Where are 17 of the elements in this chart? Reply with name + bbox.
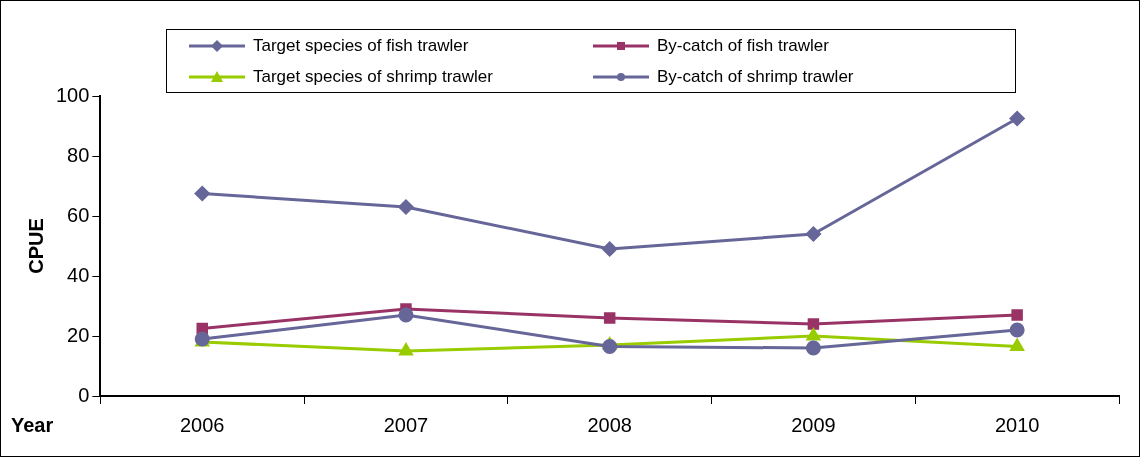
y-tick-label: 20 (67, 323, 90, 346)
y-tick-label: 40 (67, 263, 90, 286)
x-axis-title: Year (11, 413, 54, 436)
x-tick-label: 2009 (791, 413, 836, 436)
y-axis-title: CPUE (24, 218, 47, 274)
y-tick-label: 60 (67, 203, 90, 226)
x-tick-label: 2010 (994, 413, 1040, 436)
y-tick-label: 100 (55, 83, 90, 106)
x-tick-label: 2007 (383, 413, 429, 436)
y-tick-label: 80 (67, 143, 90, 166)
legend-label: By-catch of fish trawler (657, 35, 829, 56)
legend-label: By-catch of shrimp trawler (657, 66, 854, 87)
y-tick-label: 0 (78, 383, 90, 406)
x-tick-label: 2008 (587, 413, 632, 436)
legend-label: Target species of fish trawler (253, 35, 469, 56)
legend-label: Target species of shrimp trawler (253, 66, 493, 87)
x-tick-label: 2006 (179, 413, 225, 436)
